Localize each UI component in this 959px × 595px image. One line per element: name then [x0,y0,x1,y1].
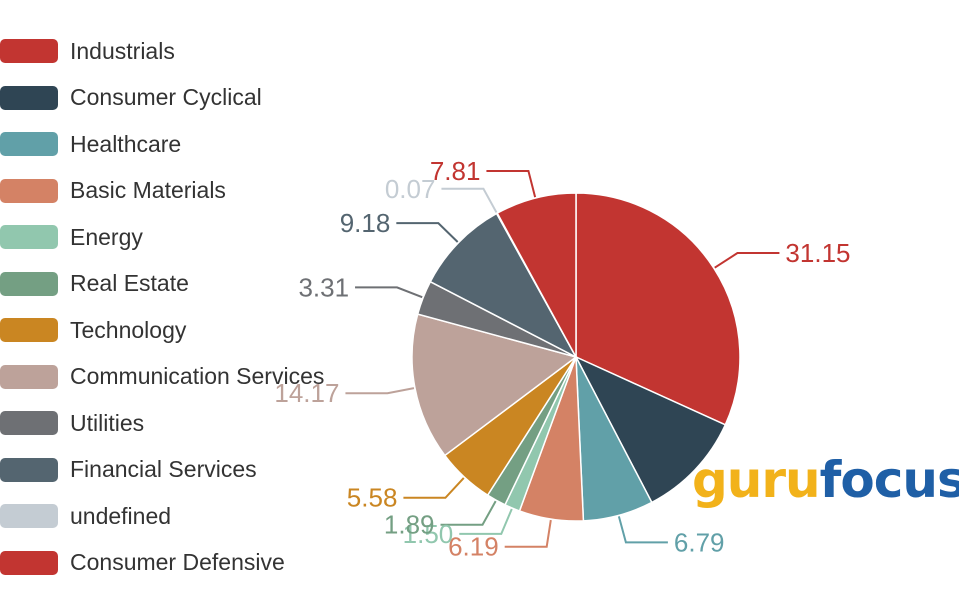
legend-item[interactable]: Consumer Cyclical [0,75,324,122]
slice-value-label: 3.31 [298,272,349,302]
legend-swatch [0,457,58,482]
legend-swatch [0,318,58,343]
legend-label: Basic Materials [70,177,226,204]
legend-swatch [0,178,58,203]
legend-label: Consumer Cyclical [70,84,262,111]
legend-item[interactable]: Energy [0,214,324,261]
legend-item[interactable]: Technology [0,307,324,354]
pie-slice[interactable] [496,192,577,358]
slice-value-label: 1.50 [403,519,454,549]
legend-item[interactable]: Utilities [0,400,324,447]
watermark-guru: guru [692,451,821,509]
pie-slice[interactable] [575,192,741,426]
leader-line [714,252,780,269]
leader-line [403,477,465,499]
slice-value-label: 0.07 [385,174,436,204]
pie-slice[interactable] [429,212,578,359]
leader-line [617,516,668,544]
legend-swatch [0,39,58,64]
legend-swatch [0,550,58,575]
legend-swatch [0,411,58,436]
chart-legend: Industrials Consumer Cyclical Healthcare Ba… [0,28,324,586]
slice-value-label: 6.19 [448,532,499,562]
legend-item[interactable]: Communication Services [0,354,324,401]
leader-line [345,387,415,395]
leader-line [441,187,498,213]
legend-label: Technology [70,316,187,343]
legend-swatch [0,85,58,110]
legend-item[interactable]: Real Estate [0,261,324,308]
legend-item[interactable]: Healthcare [0,121,324,168]
slice-value-label: 6.79 [674,527,725,557]
leader-line [440,500,497,526]
legend-swatch [0,504,58,529]
watermark-focus: focus [819,451,959,509]
slice-value-label: 14.17 [274,378,339,408]
pie-slice[interactable] [411,313,578,457]
slice-value-label: 5.58 [347,483,398,513]
leader-line [459,508,513,535]
slice-value-label: 9.18 [340,208,391,238]
legend-label: Consumer Defensive [70,549,285,576]
slice-value-label: 7.81 [430,156,481,186]
legend-item[interactable]: Industrials [0,28,324,75]
slice-value-label: 31.15 [785,238,850,268]
leader-line [504,519,552,548]
slice-value-label: 1.89 [384,510,435,540]
legend-item[interactable]: Consumer Defensive [0,540,324,587]
legend-swatch [0,132,58,157]
leader-line [355,286,423,299]
legend-label: Energy [70,223,143,250]
legend-label: Real Estate [70,270,189,297]
legend-item[interactable]: undefined [0,493,324,540]
legend-label: Communication Services [70,363,325,390]
gurufocus-watermark: gurufocus [692,455,959,505]
legend-item[interactable]: Basic Materials [0,168,324,215]
legend-label: Financial Services [70,456,257,483]
leader-line [486,169,537,198]
legend-swatch [0,271,58,296]
legend-item[interactable]: Financial Services [0,447,324,494]
legend-label: Healthcare [70,130,182,157]
leader-line [396,222,459,243]
legend-swatch [0,225,58,250]
legend-label: Industrials [70,37,175,64]
legend-label: Utilities [70,409,145,436]
legend-swatch [0,364,58,389]
pie-slice[interactable] [574,355,727,504]
legend-label: undefined [70,502,172,529]
